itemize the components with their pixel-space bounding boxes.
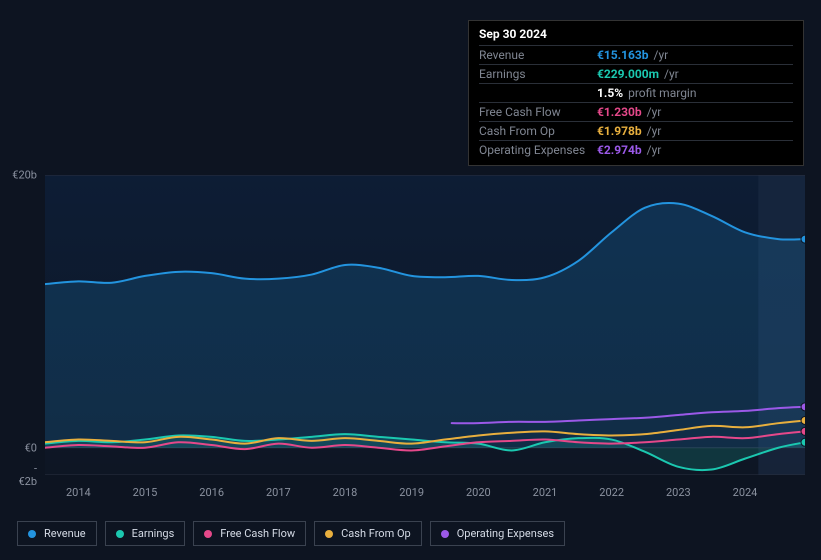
- legend-label: Free Cash Flow: [220, 527, 295, 540]
- legend-item[interactable]: Free Cash Flow: [193, 521, 306, 546]
- legend-dot-icon: [116, 530, 124, 538]
- legend-item[interactable]: Revenue: [17, 521, 97, 546]
- tooltip-unit: /yr: [651, 48, 669, 62]
- tooltip-unit: /yr: [644, 124, 662, 138]
- x-axis-label: 2021: [533, 486, 558, 499]
- legend-dot-icon: [28, 530, 36, 538]
- x-axis-label: 2020: [466, 486, 491, 499]
- legend-item[interactable]: Earnings: [105, 521, 186, 546]
- tooltip-unit: profit margin: [625, 86, 696, 100]
- tooltip-label: Revenue: [479, 48, 597, 62]
- tooltip-value: 1.5%: [597, 86, 623, 100]
- x-axis-label: 2019: [399, 486, 424, 499]
- tooltip-value: €2.974b: [597, 143, 642, 157]
- x-axis-label: 2018: [333, 486, 358, 499]
- x-axis-label: 2023: [666, 486, 691, 499]
- tooltip-row: 1.5% profit margin: [479, 83, 793, 102]
- tooltip-unit: /yr: [661, 67, 679, 81]
- financials-chart: €20b€0-€2b 20142015201620172018201920202…: [17, 160, 807, 480]
- tooltip-label: Earnings: [479, 67, 597, 81]
- tooltip-unit: /yr: [644, 143, 662, 157]
- y-axis-label: €0: [25, 441, 37, 454]
- tooltip-value: €15.163b: [597, 48, 649, 62]
- tooltip-label: Cash From Op: [479, 124, 597, 138]
- x-axis-label: 2022: [599, 486, 624, 499]
- legend-dot-icon: [204, 530, 212, 538]
- tooltip-value: €1.230b: [597, 105, 642, 119]
- legend-dot-icon: [325, 530, 333, 538]
- legend-label: Cash From Op: [341, 527, 411, 540]
- tooltip-value: €1.978b: [597, 124, 642, 138]
- x-axis-label: 2016: [199, 486, 224, 499]
- legend-label: Operating Expenses: [457, 527, 554, 540]
- x-axis-label: 2024: [733, 486, 758, 499]
- chart-legend: Revenue Earnings Free Cash Flow Cash From O…: [17, 521, 565, 546]
- x-axis-label: 2014: [66, 486, 91, 499]
- tooltip-value: €229.000m: [597, 67, 659, 81]
- x-axis-label: 2015: [133, 486, 158, 499]
- tooltip-label: Operating Expenses: [479, 143, 597, 157]
- legend-label: Earnings: [132, 527, 175, 540]
- tooltip-row: Revenue€15.163b /yr: [479, 45, 793, 64]
- tooltip-label: [479, 86, 597, 100]
- tooltip-row: Earnings€229.000m /yr: [479, 64, 793, 83]
- tooltip-date: Sep 30 2024: [479, 27, 793, 45]
- tooltip-row: Operating Expenses€2.974b /yr: [479, 140, 793, 159]
- chart-tooltip: Sep 30 2024 Revenue€15.163b /yrEarnings€…: [468, 20, 804, 166]
- tooltip-unit: /yr: [644, 105, 662, 119]
- legend-item[interactable]: Cash From Op: [314, 521, 422, 546]
- legend-label: Revenue: [44, 527, 86, 540]
- tooltip-label: Free Cash Flow: [479, 105, 597, 119]
- chart-plot-area[interactable]: [45, 175, 805, 475]
- legend-dot-icon: [441, 530, 449, 538]
- legend-item[interactable]: Operating Expenses: [430, 521, 565, 546]
- y-axis-label: €20b: [12, 169, 37, 182]
- tooltip-row: Cash From Op€1.978b /yr: [479, 121, 793, 140]
- x-axis-label: 2017: [266, 486, 291, 499]
- y-axis-label: -€2b: [17, 462, 37, 488]
- tooltip-row: Free Cash Flow€1.230b /yr: [479, 102, 793, 121]
